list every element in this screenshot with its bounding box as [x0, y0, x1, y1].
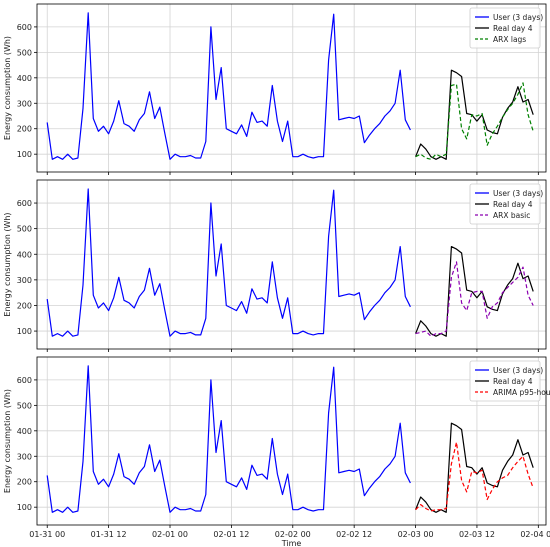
series-line-3	[415, 441, 534, 512]
y-tick-label: 400	[17, 250, 32, 259]
y-tick-label: 100	[17, 503, 32, 512]
legend-box	[469, 183, 541, 225]
legend-entry: User (3 days)	[493, 13, 543, 22]
series-line-3	[415, 261, 534, 337]
x-tick-label: 02-01 00	[152, 530, 188, 539]
x-axis-label: Time	[281, 539, 302, 547]
axes-frame	[36, 179, 547, 350]
series-line-1	[46, 365, 411, 513]
x-tick-label: 02-03 00	[398, 530, 434, 539]
y-tick-label: 200	[17, 301, 32, 310]
legend: User (3 days) Real day 4 ARX lags	[469, 7, 543, 49]
x-tick-label: 02-02 00	[275, 530, 311, 539]
x-tick-label: 01-31 00	[29, 530, 65, 539]
chart-panel-1: 100 200 300 400 500 600 Energy consumption (Wh…	[3, 3, 547, 175]
y-tick-label: 300	[17, 452, 32, 461]
series-line-2	[415, 422, 534, 513]
y-tick-label: 500	[17, 401, 32, 410]
legend-entry: ARIMA p95-hours	[493, 388, 550, 397]
legend-entry: Real day 4	[493, 200, 533, 209]
y-tick-label: 600	[17, 23, 32, 32]
series-line-2	[415, 69, 534, 160]
legend-box	[469, 360, 541, 402]
chart-panel-2: 100 200 300 400 500 600 Energy consumption (Wh…	[3, 179, 547, 352]
legend-entry: ARX lags	[493, 35, 526, 44]
y-tick-label: 300	[17, 276, 32, 285]
legend: User (3 days) Real day 4 ARIMA p95-hours	[469, 360, 550, 402]
legend-entry: User (3 days)	[493, 366, 543, 375]
y-axis-label: Energy consumption (Wh)	[3, 36, 12, 140]
series-line-1	[46, 12, 411, 160]
chart-panel-3: 100 200 300 400 500 600 Energy consumption (Wh…	[3, 356, 550, 547]
legend-entry: ARX basic	[493, 211, 530, 220]
y-tick-label: 400	[17, 74, 32, 83]
y-tick-label: 600	[17, 376, 32, 385]
legend-box	[469, 7, 541, 49]
series-line-3	[415, 82, 534, 160]
y-tick-label: 100	[17, 150, 32, 159]
y-axis-label: Energy consumption (Wh)	[3, 389, 12, 493]
series-line-2	[415, 246, 534, 337]
legend-entry: User (3 days)	[493, 189, 543, 198]
y-axis-label: Energy consumption (Wh)	[3, 212, 12, 316]
x-tick-label: 02-04 00	[520, 530, 550, 539]
x-tick-label: 02-03 12	[459, 530, 495, 539]
legend: User (3 days) Real day 4 ARX basic	[469, 183, 543, 225]
y-tick-label: 600	[17, 199, 32, 208]
series-line-1	[46, 188, 411, 337]
y-tick-label: 500	[17, 48, 32, 57]
y-tick-label: 500	[17, 225, 32, 234]
x-tick-label: 01-31 12	[91, 530, 127, 539]
y-tick-label: 300	[17, 99, 32, 108]
y-tick-label: 200	[17, 125, 32, 134]
legend-entry: Real day 4	[493, 24, 533, 33]
axes-frame	[36, 3, 547, 173]
y-tick-label: 100	[17, 327, 32, 336]
legend-entry: Real day 4	[493, 377, 533, 386]
x-tick-label: 02-01 12	[213, 530, 249, 539]
y-tick-label: 400	[17, 427, 32, 436]
y-tick-label: 200	[17, 478, 32, 487]
axes-frame	[36, 356, 547, 526]
x-tick-label: 02-02 12	[336, 530, 372, 539]
